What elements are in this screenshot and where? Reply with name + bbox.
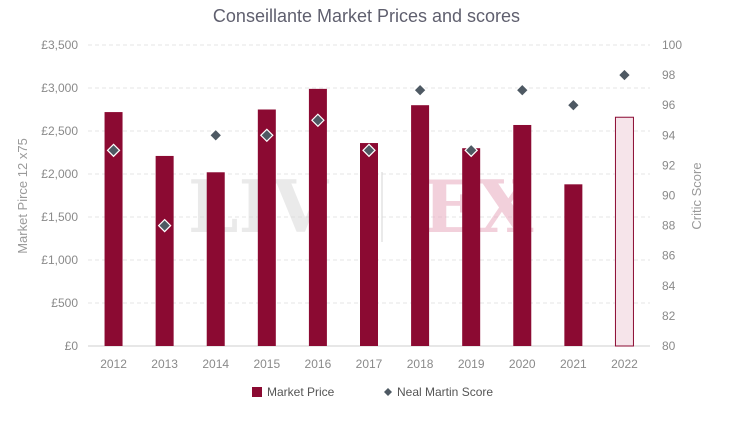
point-critic-score — [208, 128, 223, 143]
bar-market-price — [360, 143, 378, 346]
y2-tick-label: 98 — [662, 68, 676, 82]
point-critic-score — [311, 113, 325, 128]
x-tick-label: 2014 — [202, 357, 229, 371]
y-tick-label: £2,000 — [41, 167, 78, 181]
bar-market-price — [155, 155, 174, 346]
chart-title: Conseillante Market Prices and scores — [212, 6, 521, 26]
y2-tick-label: 86 — [662, 249, 676, 263]
x-tick-label: 2022 — [611, 357, 638, 371]
y-tick-label: £2,500 — [41, 124, 78, 138]
y2-tick-label: 94 — [662, 128, 676, 142]
point-critic-score — [566, 98, 581, 113]
y2-tick-label: 90 — [662, 189, 676, 203]
x-tick-label: 2016 — [305, 357, 332, 371]
y-tick-label: £500 — [51, 296, 78, 310]
y-axis-left-ticks: £0 £500 £1,000 £1,500 £2,000 £2,500 £3,000 £3,5… — [41, 38, 78, 353]
y2-tick-label: 84 — [662, 279, 676, 293]
x-tick-label: 2021 — [560, 357, 587, 371]
y-tick-label: £3,500 — [41, 38, 78, 52]
bar-market-price — [513, 124, 532, 346]
bar-market-price — [564, 184, 583, 346]
y-axis-right-ticks: 80 82 84 86 88 90 92 94 96 98 100 — [662, 38, 682, 353]
x-tick-label: 2019 — [458, 357, 485, 371]
y-tick-label: £1,500 — [41, 210, 78, 224]
x-tick-label: 2017 — [356, 357, 383, 371]
legend-market-price-swatch — [252, 387, 262, 397]
point-critic-score — [617, 68, 632, 82]
y2-tick-label: 80 — [662, 339, 676, 353]
x-axis-ticks: 2012 2013 2014 2015 2016 2017 2018 2019 2020 2021… — [100, 357, 638, 371]
bar-market-price — [411, 105, 430, 346]
point-critic-score — [157, 218, 172, 233]
y2-tick-label: 100 — [662, 38, 682, 52]
point-critic-score — [413, 83, 427, 97]
bar-market-price — [206, 172, 225, 346]
point-critic-score — [259, 128, 274, 143]
bar-market-price — [614, 116, 634, 347]
point-critic-score — [362, 143, 376, 158]
bar-market-price — [462, 148, 481, 346]
y-tick-label: £1,000 — [41, 253, 78, 267]
legend-score-label: Neal Martin Score — [397, 385, 493, 399]
bar-market-price — [104, 112, 123, 346]
legend: Market Price Neal Martin Score — [252, 385, 493, 399]
y-tick-label: £3,000 — [41, 81, 78, 95]
point-critic-score — [464, 143, 479, 158]
y-axis-left-title: Market Pirce 12 x75 — [15, 138, 30, 254]
y2-tick-label: 96 — [662, 98, 676, 112]
legend-market-price-label: Market Price — [267, 385, 335, 399]
y2-tick-label: 88 — [662, 219, 676, 233]
x-tick-label: 2020 — [509, 357, 536, 371]
watermark-divider — [381, 172, 383, 242]
bars-layer — [104, 88, 634, 347]
y2-tick-label: 92 — [662, 158, 676, 172]
y-axis-right-title: Critic Score — [689, 162, 704, 229]
y-tick-label: £0 — [65, 339, 79, 353]
bar-market-price — [308, 88, 327, 347]
x-tick-label: 2012 — [100, 357, 127, 371]
point-critic-score — [106, 143, 121, 158]
y2-tick-label: 82 — [662, 309, 676, 323]
x-tick-label: 2018 — [407, 357, 434, 371]
x-tick-label: 2013 — [151, 357, 178, 371]
bar-market-price — [257, 109, 276, 346]
x-tick-label: 2015 — [253, 357, 280, 371]
points-layer — [106, 68, 632, 233]
point-critic-score — [515, 83, 530, 97]
legend-score-marker — [384, 388, 392, 396]
